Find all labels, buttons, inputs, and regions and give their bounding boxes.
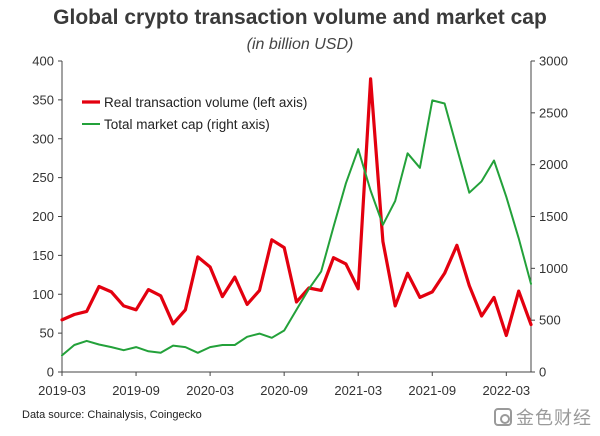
x-tick-label: 2022-03 [482,383,530,398]
chart-title: Global crypto transaction volume and mar… [53,6,547,29]
y-left-tick-label: 100 [32,287,54,302]
legend: Real transaction volume (left axis) Total… [82,95,307,132]
series-lines [60,77,533,357]
data-source: Data source: Chainalysis, Coingecko [22,409,202,421]
legend-label: Total market cap (right axis) [104,117,270,132]
x-tick-label: 2019-03 [38,383,86,398]
y-left-tick-label: 200 [32,209,54,224]
series-line-market-cap [61,99,532,357]
y-left-tick-label: 350 [32,92,54,107]
series-line-transaction-volume [60,77,533,338]
y-left-tick-label: 250 [32,170,54,185]
chart-subtitle: (in billion USD) [246,36,354,53]
y-left-tick-label: 400 [32,54,54,69]
y-right-tick-label: 500 [539,313,561,328]
y-left-tick-label: 150 [32,248,54,263]
y-right-tick-label: 3000 [539,54,568,69]
x-tick-label: 2019-09 [112,383,160,398]
logo-icon [494,408,512,426]
x-tick-label: 2021-09 [408,383,456,398]
y-right-tick-label: 1500 [539,209,568,224]
y-left-tick-label: 300 [32,131,54,146]
y-left-tick-label: 0 [47,365,54,380]
legend-label: Real transaction volume (left axis) [104,95,307,110]
x-tick-label: 2020-03 [186,383,234,398]
watermark: 金色财经 [494,404,592,430]
y-left-tick-label: 50 [40,326,54,341]
watermark-label: 金色财经 [516,408,592,428]
y-right-tick-label: 2500 [539,105,568,120]
x-tick-label: 2021-03 [334,383,382,398]
y-right-tick-label: 2000 [539,157,568,172]
y-right-tick-label: 1000 [539,261,568,276]
y-right-tick-label: 0 [539,365,546,380]
x-tick-label: 2020-09 [260,383,308,398]
